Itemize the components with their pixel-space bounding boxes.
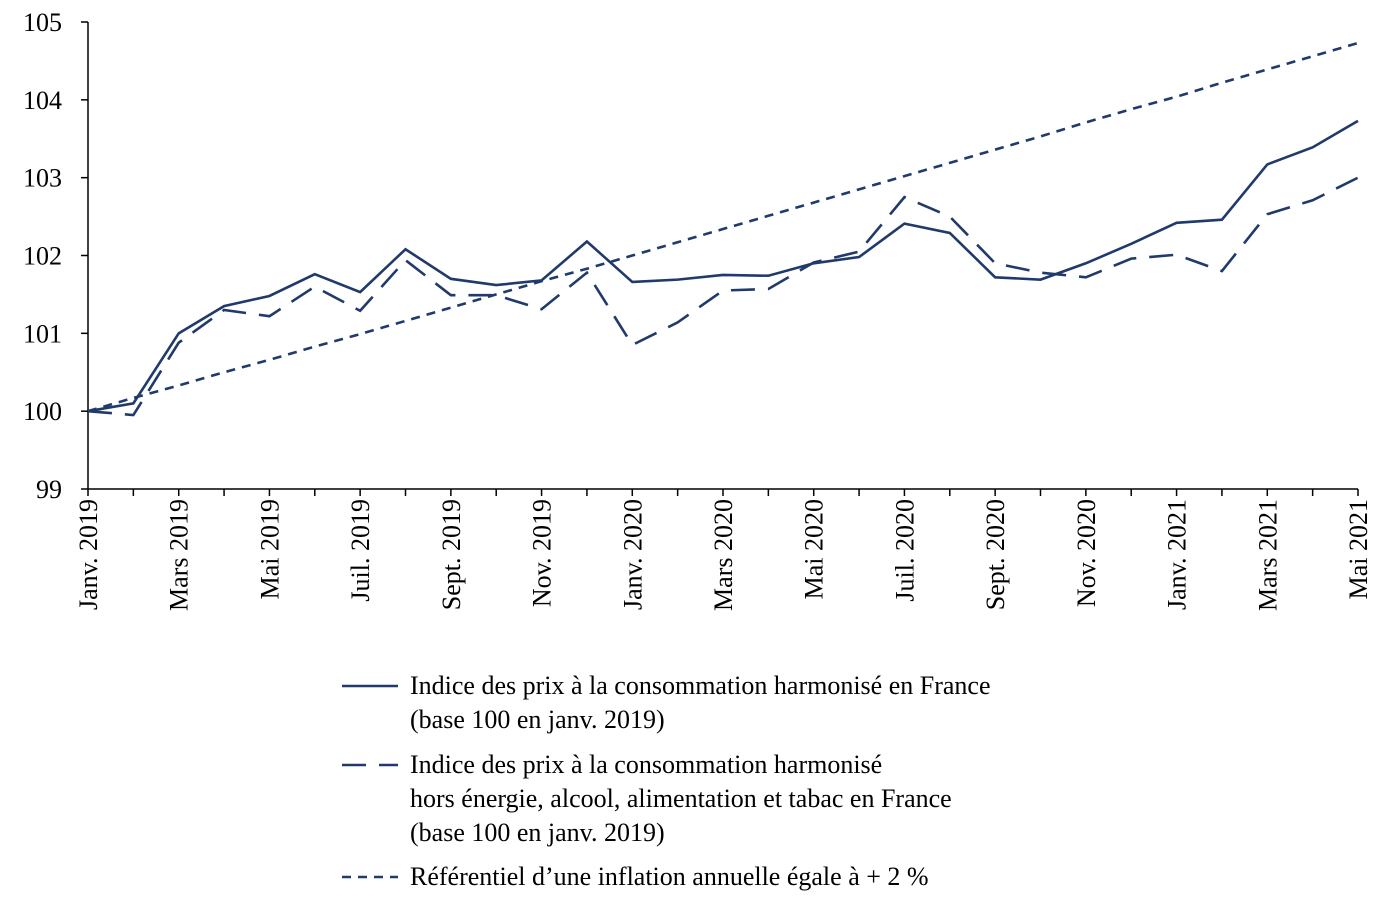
x-tick-label: Sept. 2019 (437, 499, 466, 610)
x-tick-label: Mars 2020 (709, 499, 738, 611)
legend-label: Indice des prix à la consommation harmon… (410, 671, 990, 700)
y-tick-label: 105 (23, 8, 62, 37)
y-tick-label: 100 (23, 397, 62, 426)
y-tick-label: 99 (36, 475, 62, 504)
x-tick-label: Mai 2020 (800, 499, 829, 599)
y-tick-label: 104 (23, 86, 62, 115)
x-tick-label: Nov. 2019 (528, 499, 557, 607)
x-tick-label: Janv. 2019 (74, 499, 103, 610)
x-tick-label: Mai 2021 (1344, 499, 1373, 599)
legend-label: Référentiel d’une inflation annuelle éga… (410, 862, 929, 891)
x-tick-label: Juil. 2020 (890, 499, 919, 602)
y-tick-label: 101 (23, 319, 62, 348)
legend-label: hors énergie, alcool, alimentation et ta… (410, 784, 952, 813)
x-tick-label: Mars 2021 (1253, 499, 1282, 611)
x-tick-label: Mai 2019 (255, 499, 284, 599)
x-tick-label: Sept. 2020 (981, 499, 1010, 610)
x-tick-label: Nov. 2020 (1072, 499, 1101, 607)
legend-label: (base 100 en janv. 2019) (410, 818, 665, 847)
x-tick-label: Janv. 2021 (1163, 499, 1192, 610)
y-tick-label: 102 (23, 242, 62, 271)
series-line (87, 119, 1359, 413)
x-tick-label: Juil. 2019 (346, 499, 375, 602)
x-tick-label: Mars 2019 (165, 499, 194, 611)
legend-label: (base 100 en janv. 2019) (410, 705, 665, 734)
legend-label: Indice des prix à la consommation harmon… (410, 750, 882, 779)
series-line (87, 176, 1359, 417)
series-line (87, 41, 1359, 413)
y-tick-label: 103 (23, 164, 62, 193)
x-tick-label: Janv. 2020 (618, 499, 647, 610)
